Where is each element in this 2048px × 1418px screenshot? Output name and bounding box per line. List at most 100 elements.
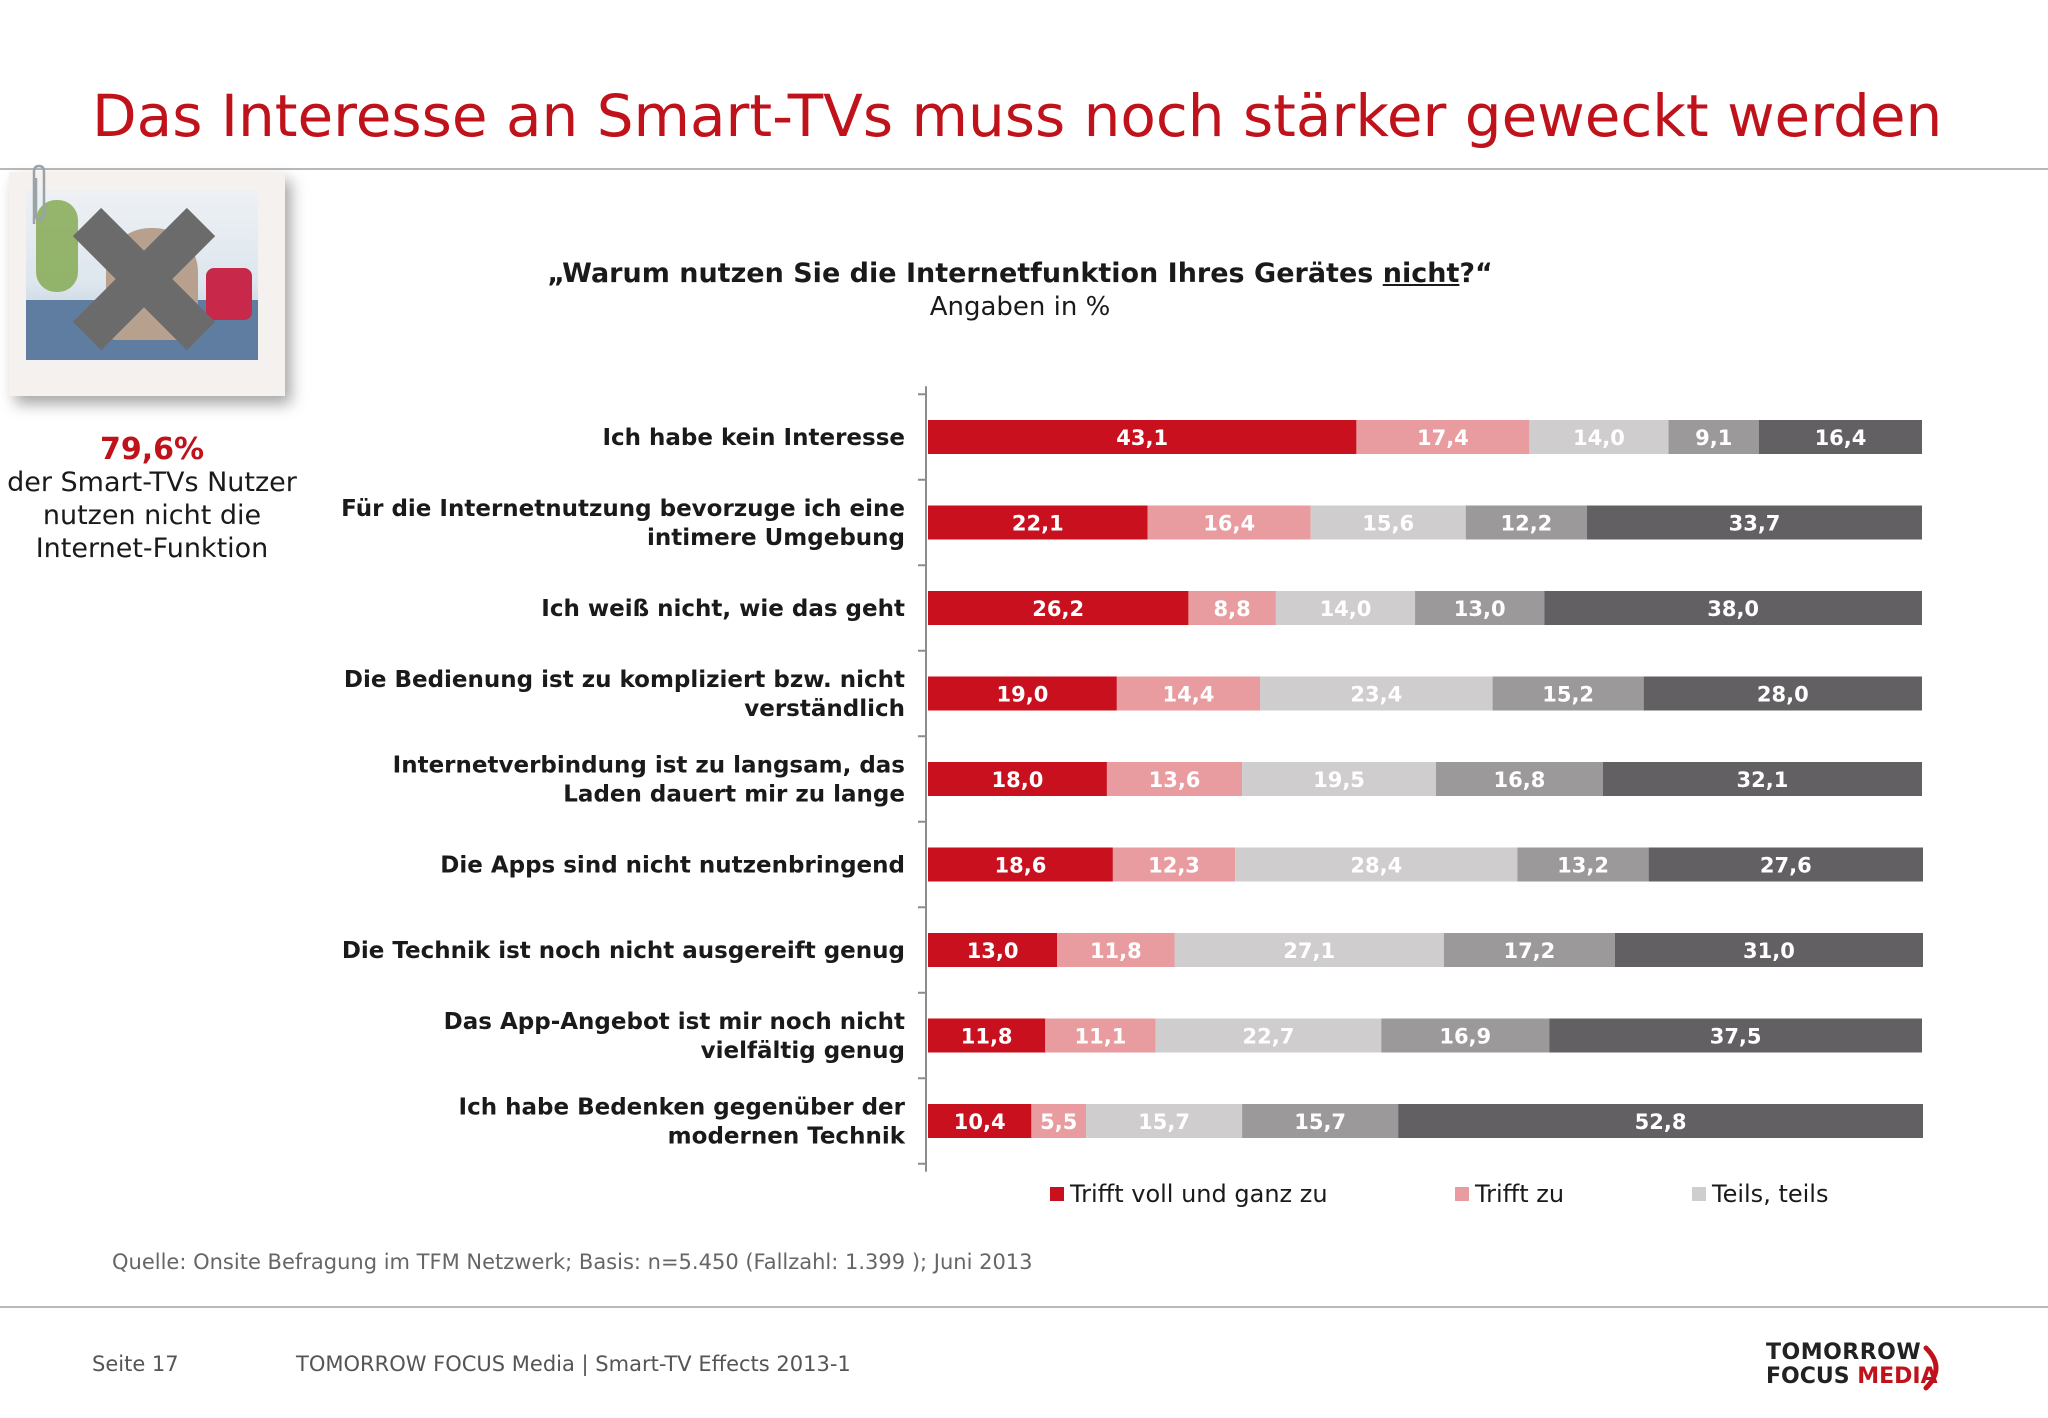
data-label: 11,8	[1090, 939, 1142, 963]
category-label: Die Apps sind nicht nutzenbringend	[440, 853, 905, 879]
bar-segment	[1356, 420, 1530, 454]
data-label: 11,1	[1075, 1025, 1127, 1049]
bar-segment	[928, 1104, 1032, 1138]
bar-segment	[1544, 591, 1922, 625]
bar-segment	[1648, 847, 1923, 882]
data-label: 28,0	[1757, 683, 1809, 707]
data-label: 15,7	[1138, 1110, 1190, 1134]
data-label: 38,0	[1707, 597, 1759, 621]
stat-text: der Smart-TVs Nutzer nutzen nicht die In…	[7, 467, 297, 564]
data-label: 13,0	[967, 939, 1019, 963]
bar-segment	[1465, 505, 1588, 540]
bar-segment	[1147, 505, 1311, 540]
legend-swatch	[1050, 1187, 1064, 1201]
bar-segment	[928, 591, 1189, 625]
data-label: 52,8	[1635, 1110, 1687, 1134]
data-label: 17,2	[1503, 939, 1555, 963]
bar-segment	[1275, 591, 1416, 625]
data-label: 27,1	[1283, 939, 1335, 963]
category-label: Ich habe Bedenken gegenüber der modernen …	[459, 1095, 906, 1150]
data-label: 16,9	[1439, 1025, 1491, 1049]
chart-title-emphasis: nicht	[1382, 258, 1460, 289]
bar-segment	[928, 847, 1113, 882]
data-label: 5,5	[1040, 1110, 1077, 1134]
legend-swatch	[1455, 1187, 1469, 1201]
bar-segment	[1435, 762, 1603, 796]
bar-segment	[1517, 847, 1649, 882]
bar-segment	[1381, 1018, 1550, 1053]
page-title: Das Interesse an Smart-TVs muss noch stä…	[92, 82, 1943, 150]
data-label: 13,2	[1557, 854, 1609, 878]
category-label: Für die Internetnutzung bevorzuge ich ei…	[341, 496, 905, 551]
legend-label: Trifft voll und ganz zu	[1070, 1180, 1328, 1208]
data-label: 33,7	[1729, 512, 1781, 536]
category-label: Internetverbindung ist zu langsam, das La…	[393, 753, 905, 808]
bar-segment	[1587, 505, 1922, 540]
data-label: 27,6	[1760, 854, 1812, 878]
bar-segment	[1443, 933, 1615, 967]
logo-arc-icon	[1923, 1345, 1939, 1391]
legend-item: Trifft voll und ganz zu	[1050, 1180, 1328, 1208]
data-label: 43,1	[1116, 426, 1168, 450]
bar-segment	[928, 762, 1107, 796]
page-number: Seite 17	[92, 1352, 179, 1376]
bar-segment	[928, 420, 1357, 454]
category-label: Die Bedienung ist zu kompliziert bzw. ni…	[344, 667, 905, 722]
company-logo: TOMORROW FOCUS MEDIA	[1766, 1340, 1966, 1396]
data-label: 23,4	[1350, 683, 1402, 707]
bar-segment	[1045, 1018, 1156, 1053]
photo-image	[26, 190, 258, 360]
bar-segment	[1398, 1104, 1923, 1138]
logo-line-1: TOMORROW	[1766, 1340, 1922, 1365]
bar-segment	[1549, 1018, 1922, 1053]
bar-segment	[1242, 762, 1436, 796]
category-label: Das App-Angebot ist mir noch nicht vielfä…	[444, 1009, 905, 1064]
data-label: 8,8	[1214, 597, 1251, 621]
bar-segment	[928, 1018, 1046, 1053]
chart-title: „Warum nutzen Sie die Internetfunktion I…	[547, 258, 1493, 289]
data-label: 14,0	[1320, 597, 1372, 621]
data-label: 13,6	[1149, 768, 1201, 792]
category-label: Die Technik ist noch nicht ausgereift ge…	[342, 938, 905, 964]
bar-segment	[1057, 933, 1175, 967]
bar-segment	[1116, 676, 1260, 711]
legend-swatch	[1692, 1187, 1706, 1201]
bar-segment	[928, 676, 1117, 711]
bar-segment	[1668, 420, 1759, 454]
footer-divider	[0, 1306, 2048, 1308]
bar-segment	[928, 505, 1148, 540]
data-label: 16,8	[1494, 768, 1546, 792]
chart-subtitle: Angaben in %	[929, 292, 1111, 322]
paperclip-icon	[32, 164, 46, 224]
header-divider	[0, 168, 2048, 170]
bar-segment	[1529, 420, 1669, 454]
logo-line-2: FOCUS MEDIA	[1766, 1364, 1938, 1389]
bar-segment	[1602, 762, 1922, 796]
bar-segment	[1415, 591, 1545, 625]
data-label: 15,7	[1294, 1110, 1346, 1134]
data-label: 15,2	[1542, 683, 1594, 707]
data-label: 19,5	[1313, 768, 1365, 792]
data-label: 17,4	[1417, 426, 1469, 450]
data-label: 18,6	[995, 854, 1047, 878]
stat-value: 79,6%	[99, 432, 205, 467]
bar-segment	[1106, 762, 1243, 796]
bar-segment	[1031, 1104, 1087, 1138]
source-note: Quelle: Onsite Befragung im TFM Netzwerk…	[112, 1250, 1033, 1274]
legend-label: Teils, teils	[1712, 1180, 1829, 1208]
bar-segment	[1259, 676, 1493, 711]
bar-segment	[1758, 420, 1922, 454]
data-label: 11,8	[961, 1025, 1013, 1049]
data-label: 31,0	[1743, 939, 1795, 963]
data-label: 13,0	[1454, 597, 1506, 621]
bar-segment	[1492, 676, 1644, 711]
crossed-out-photo-icon	[72, 207, 216, 351]
data-label: 12,3	[1148, 854, 1200, 878]
data-label: 32,1	[1737, 768, 1789, 792]
legend-item: Trifft zu	[1455, 1180, 1564, 1208]
sidebar-photo	[9, 164, 285, 396]
legend-item: Teils, teils	[1692, 1180, 1828, 1208]
data-label: 19,0	[997, 683, 1049, 707]
bar-segment	[1112, 847, 1236, 882]
